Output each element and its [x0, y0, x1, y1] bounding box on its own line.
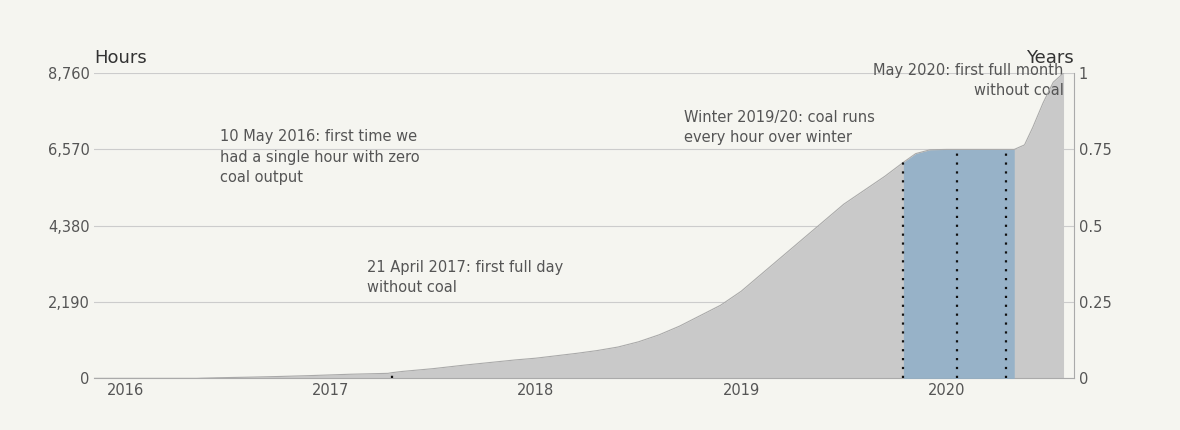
- Text: Winter 2019/20: coal runs
every hour over winter: Winter 2019/20: coal runs every hour ove…: [683, 110, 874, 145]
- Text: May 2020: first full month
without coal: May 2020: first full month without coal: [873, 63, 1063, 98]
- Text: Hours: Hours: [94, 49, 148, 67]
- Text: 21 April 2017: first full day
without coal: 21 April 2017: first full day without co…: [367, 260, 564, 295]
- Text: 10 May 2016: first time we
had a single hour with zero
coal output: 10 May 2016: first time we had a single …: [219, 129, 419, 185]
- Text: Years: Years: [1027, 49, 1074, 67]
